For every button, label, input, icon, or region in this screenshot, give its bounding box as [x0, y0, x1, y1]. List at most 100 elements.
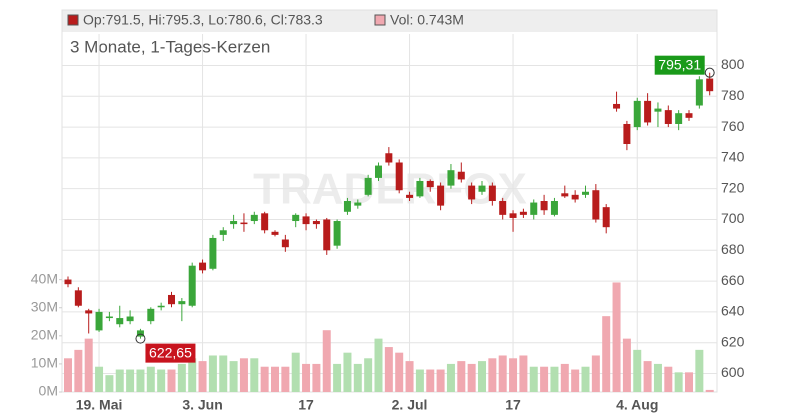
volume-bar [208, 355, 217, 392]
candle-body [261, 213, 269, 231]
candle-body [126, 316, 134, 322]
volume-bar [95, 366, 104, 392]
y-tick-label: 780 [721, 87, 745, 103]
volume-bar [188, 358, 197, 392]
y-tick-label: 640 [721, 303, 745, 319]
legend-volume: Vol: 0.743M [390, 12, 464, 28]
candle-body [675, 113, 683, 124]
volume-bar [343, 352, 352, 392]
volume-bar [581, 366, 590, 392]
candle-body [499, 201, 507, 215]
y-tick-label: 800 [721, 56, 745, 72]
volume-bar [229, 361, 238, 392]
volume-bar [136, 369, 145, 392]
y-tick-label: 760 [721, 118, 745, 134]
candle-body [664, 110, 672, 124]
candle-body [250, 214, 258, 222]
volume-bar [498, 355, 507, 392]
candle-body [271, 231, 279, 235]
volume-bar [633, 349, 642, 392]
candle-body [74, 290, 82, 306]
volume-bar [488, 358, 497, 392]
volume-bar [591, 355, 600, 392]
candle-body [561, 193, 569, 197]
max-label-box [654, 55, 705, 75]
candle-body [136, 330, 144, 337]
candle-body [623, 123, 631, 145]
candle-body [364, 177, 372, 195]
y2-tick-label: 40M [31, 270, 58, 286]
candle-body [302, 216, 310, 225]
y-tick-label: 720 [721, 179, 745, 195]
volume-bar [260, 366, 269, 392]
volume-bar [374, 338, 383, 392]
candle-body [426, 180, 434, 188]
candle-body [602, 207, 610, 228]
y-tick-label: 620 [721, 333, 745, 349]
min-label: 622,65 [149, 344, 192, 360]
volume-bar [84, 338, 93, 392]
min-label-box [145, 343, 196, 363]
y-tick-label: 600 [721, 364, 745, 380]
candle-body [354, 202, 362, 206]
candle-body [230, 221, 238, 225]
candle-body [530, 202, 538, 215]
volume-bar [705, 389, 714, 392]
volume-bar [395, 352, 404, 392]
volume-bar [664, 366, 673, 392]
volume-bar [271, 366, 279, 392]
candle-body [85, 310, 93, 314]
y2-tick-label: 0M [39, 383, 58, 399]
candle-body [375, 165, 382, 178]
volume-bar [695, 349, 704, 392]
volume-bar [384, 347, 393, 392]
candle-body [478, 185, 486, 192]
candle-body [695, 79, 703, 106]
y-tick-label: 660 [721, 272, 745, 288]
volume-bar [643, 361, 652, 392]
volume-bar [612, 282, 621, 392]
candle-body [95, 311, 103, 331]
candle-body [240, 222, 248, 225]
volume-bar [312, 363, 321, 392]
candle-body [385, 153, 393, 163]
candle-body [654, 108, 662, 112]
candle-body [509, 213, 517, 218]
volume-bar [126, 369, 135, 392]
volume-bar [550, 366, 559, 392]
candle-body [582, 191, 589, 195]
x-tick-label: 2. Jul [392, 397, 428, 413]
candle-body [633, 100, 641, 128]
candle-body [333, 221, 341, 246]
volume-bar [333, 363, 342, 392]
candle-body [209, 237, 217, 269]
max-label: 795,31 [658, 56, 701, 72]
volume-bar [198, 361, 207, 392]
x-tick-label: 4. Aug [616, 397, 658, 413]
volume-bar [239, 358, 248, 392]
x-tick-label: 17 [298, 397, 314, 413]
volume-bar [622, 338, 631, 392]
candle-body [157, 305, 165, 308]
candle-body [437, 185, 445, 206]
candle-body [406, 194, 414, 198]
candle-body [116, 318, 124, 325]
candle-body [343, 201, 351, 212]
candle-body [540, 201, 548, 211]
candle-body [468, 185, 476, 200]
volume-bar [167, 369, 176, 392]
candle-body [178, 301, 186, 305]
volume-bar [74, 349, 83, 392]
x-tick-label: 17 [505, 397, 521, 413]
volume-bar [146, 366, 155, 392]
volume-bar [602, 316, 611, 392]
x-tick-label: 19. Mai [76, 397, 123, 413]
volume-bar [571, 369, 580, 392]
volume-bar [364, 358, 373, 392]
candle-body [312, 221, 320, 225]
subtitle: 3 Monate, 1-Tages-Kerzen [70, 37, 270, 56]
volume-bar [653, 363, 662, 392]
candle-body [323, 219, 331, 251]
volume-bar [415, 369, 424, 392]
volume-bar [446, 363, 455, 392]
